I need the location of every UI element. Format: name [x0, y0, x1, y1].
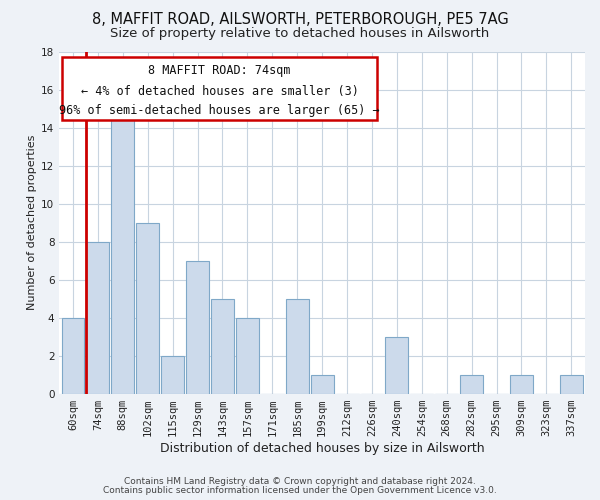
- Bar: [161, 356, 184, 394]
- Bar: [510, 375, 533, 394]
- Bar: [286, 299, 308, 394]
- Text: Contains public sector information licensed under the Open Government Licence v3: Contains public sector information licen…: [103, 486, 497, 495]
- FancyBboxPatch shape: [62, 56, 377, 120]
- Bar: [112, 108, 134, 394]
- Bar: [460, 375, 483, 394]
- Bar: [211, 299, 234, 394]
- Text: Size of property relative to detached houses in Ailsworth: Size of property relative to detached ho…: [110, 28, 490, 40]
- Text: 8 MAFFIT ROAD: 74sqm: 8 MAFFIT ROAD: 74sqm: [148, 64, 291, 77]
- Bar: [236, 318, 259, 394]
- Bar: [136, 223, 159, 394]
- Text: 8, MAFFIT ROAD, AILSWORTH, PETERBOROUGH, PE5 7AG: 8, MAFFIT ROAD, AILSWORTH, PETERBOROUGH,…: [92, 12, 508, 28]
- Bar: [560, 375, 583, 394]
- Text: ← 4% of detached houses are smaller (3): ← 4% of detached houses are smaller (3): [80, 85, 359, 98]
- Bar: [86, 242, 109, 394]
- Text: 96% of semi-detached houses are larger (65) →: 96% of semi-detached houses are larger (…: [59, 104, 380, 117]
- Bar: [62, 318, 85, 394]
- X-axis label: Distribution of detached houses by size in Ailsworth: Distribution of detached houses by size …: [160, 442, 484, 455]
- Y-axis label: Number of detached properties: Number of detached properties: [27, 135, 37, 310]
- Bar: [385, 337, 409, 394]
- Text: Contains HM Land Registry data © Crown copyright and database right 2024.: Contains HM Land Registry data © Crown c…: [124, 477, 476, 486]
- Bar: [186, 261, 209, 394]
- Bar: [311, 375, 334, 394]
